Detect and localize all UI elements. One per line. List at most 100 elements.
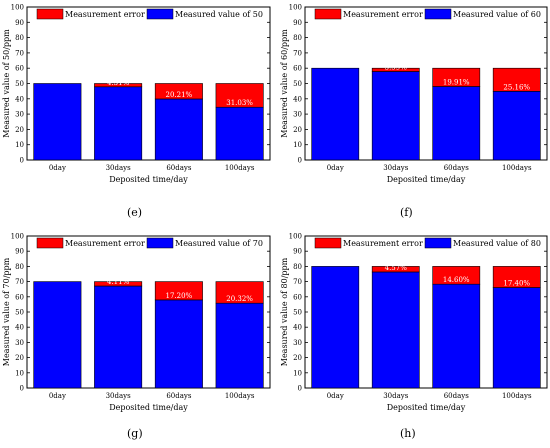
x-tick-label: 60days xyxy=(166,392,192,400)
x-tick-label: 100days xyxy=(502,392,532,400)
panel-label-f: (f) xyxy=(400,206,413,219)
bar-measured xyxy=(371,271,420,389)
y-tick-label: 50 xyxy=(15,80,24,88)
bar-measured xyxy=(311,266,360,389)
chart-panel-f: 0 10 20 30 40 50 60 70 80 90 100 0day 3.59% 30days 19.… xyxy=(280,4,548,184)
y-tick-label: 70 xyxy=(293,49,302,57)
bar-measured xyxy=(311,67,360,161)
y-axis-label: Measured value of 70/ppm xyxy=(2,257,11,366)
y-axis-label: Measured value of 60/ppm xyxy=(280,29,289,138)
x-tick-label: 0day xyxy=(49,164,66,172)
bar-error xyxy=(215,83,264,108)
legend-swatch-error xyxy=(36,8,64,20)
bar-measured xyxy=(432,283,481,389)
error-percent-label: 14.60% xyxy=(443,276,470,284)
legend-label-error: Measurement error xyxy=(343,10,423,19)
panel-label-e: (e) xyxy=(127,206,143,219)
x-axis-label: Deposited time/day xyxy=(109,175,188,184)
bar-measured xyxy=(215,302,264,389)
bar-measured xyxy=(94,285,143,389)
x-tick-label: 30days xyxy=(106,392,132,400)
error-percent-label: 20.21% xyxy=(166,91,193,99)
y-tick-label: 100 xyxy=(11,233,24,241)
y-tick-label: 90 xyxy=(293,19,302,27)
bar-error xyxy=(492,266,541,288)
y-tick-label: 80 xyxy=(293,34,302,42)
y-tick-label: 20 xyxy=(15,354,24,362)
legend-label-error: Measurement error xyxy=(65,239,145,248)
y-tick-label: 100 xyxy=(289,4,302,12)
y-tick-label: 80 xyxy=(15,34,24,42)
y-axis-label: Measured value of 80/ppm xyxy=(280,257,289,366)
bar-measured xyxy=(33,83,82,161)
y-tick-label: 0 xyxy=(20,157,24,165)
y-tick-label: 80 xyxy=(293,263,302,271)
x-tick-label: 30days xyxy=(106,164,132,172)
x-tick-label: 30days xyxy=(383,392,409,400)
x-tick-label: 100days xyxy=(225,164,255,172)
y-tick-label: 80 xyxy=(15,263,24,271)
bar-error xyxy=(154,281,203,301)
x-tick-label: 30days xyxy=(383,164,409,172)
bar-measured xyxy=(432,86,481,161)
legend-swatch-measured xyxy=(424,237,452,249)
legend-label-error: Measurement error xyxy=(65,10,145,19)
legend-swatch-measured xyxy=(424,8,452,20)
y-tick-label: 50 xyxy=(293,80,302,88)
x-tick-label: 0day xyxy=(327,392,344,400)
chart-panel-g: 0 10 20 30 40 50 60 70 80 90 100 0day 4.11% 30days 17.… xyxy=(2,233,271,412)
panel-label-h: (h) xyxy=(400,427,416,440)
chart-panel-e: 0 10 20 30 40 50 60 70 80 90 100 0day 4.31% 30days 20.… xyxy=(2,4,271,184)
y-tick-label: 70 xyxy=(293,278,302,286)
x-tick-label: 60days xyxy=(444,392,470,400)
bar-error xyxy=(371,67,420,72)
bar-error xyxy=(432,67,481,87)
y-tick-label: 40 xyxy=(15,95,24,103)
error-percent-label: 31.03% xyxy=(226,99,253,107)
bar-error xyxy=(492,67,541,92)
x-tick-label: 60days xyxy=(166,164,192,172)
y-tick-label: 50 xyxy=(293,309,302,317)
y-tick-label: 10 xyxy=(15,141,24,149)
error-percent-label: 19.91% xyxy=(443,78,470,86)
y-tick-label: 0 xyxy=(298,157,302,165)
bar-measured xyxy=(154,98,203,161)
y-tick-label: 20 xyxy=(293,354,302,362)
legend-label-measured: Measured value of 70 xyxy=(175,239,263,248)
legend-label-error: Measurement error xyxy=(343,239,423,248)
y-tick-label: 30 xyxy=(15,339,24,347)
y-tick-label: 30 xyxy=(293,111,302,119)
error-percent-label: 4.31% xyxy=(107,79,130,87)
y-tick-label: 30 xyxy=(15,111,24,119)
x-tick-label: 60days xyxy=(444,164,470,172)
error-percent-label: 25.16% xyxy=(503,83,530,91)
panel-label-g: (g) xyxy=(127,427,143,440)
y-tick-label: 100 xyxy=(11,4,24,12)
y-tick-label: 40 xyxy=(15,324,24,332)
x-axis-label: Deposited time/day xyxy=(387,403,466,412)
bar-measured xyxy=(215,106,264,161)
y-tick-label: 90 xyxy=(293,248,302,256)
x-tick-label: 0day xyxy=(49,392,66,400)
error-percent-label: 4.11% xyxy=(107,278,130,286)
bar-measured xyxy=(492,287,541,389)
y-tick-label: 100 xyxy=(289,233,302,241)
bar-error xyxy=(432,266,481,285)
chart-panel-h: 0 10 20 30 40 50 60 70 80 90 100 0day 4.57% 30days 14.… xyxy=(280,233,548,412)
y-tick-label: 10 xyxy=(293,369,302,377)
x-axis-label: Deposited time/day xyxy=(109,403,188,412)
y-tick-label: 60 xyxy=(15,65,24,73)
bar-error xyxy=(94,83,143,88)
x-axis-label: Deposited time/day xyxy=(387,175,466,184)
y-tick-label: 20 xyxy=(15,126,24,134)
y-axis-label: Measured value of 50/ppm xyxy=(2,29,11,138)
bar-error xyxy=(94,281,143,287)
error-percent-label: 17.20% xyxy=(166,292,193,300)
bar-measured xyxy=(371,71,420,161)
bar-error xyxy=(154,83,203,100)
y-tick-label: 0 xyxy=(298,385,302,393)
legend-swatch-measured xyxy=(146,237,174,249)
y-tick-label: 60 xyxy=(15,293,24,301)
x-tick-label: 0day xyxy=(327,164,344,172)
